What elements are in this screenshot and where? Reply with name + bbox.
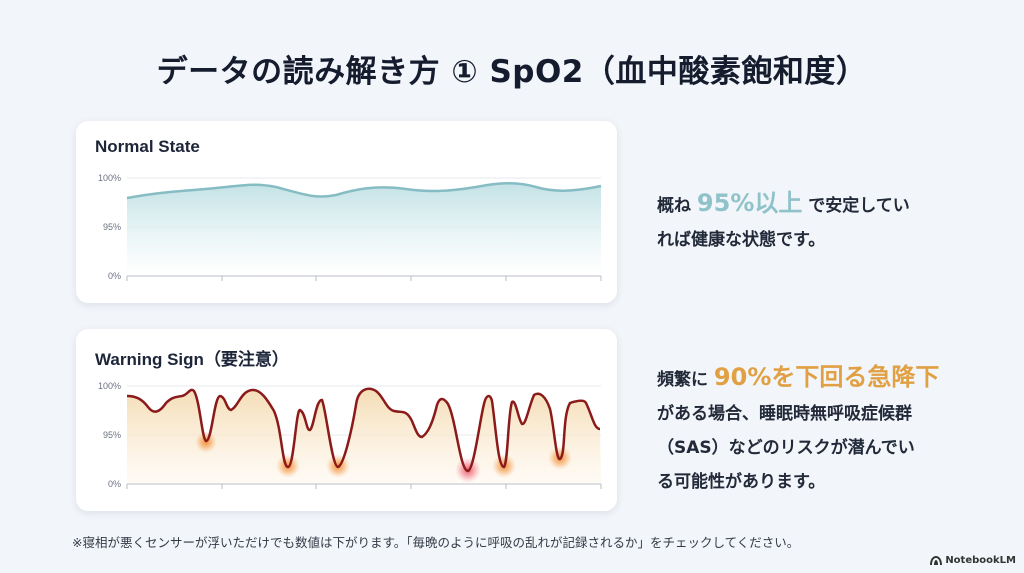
warning-sign-title: Warning Sign（要注意） <box>95 350 289 369</box>
svg-text:95%: 95% <box>103 430 121 440</box>
page-title: データの読み解き方 ① SpO2（血中酸素飽和度） <box>156 54 868 90</box>
normal-desc-text: 概ね <box>657 196 697 216</box>
warning-highlight: 90%を下回る急降下 <box>713 363 940 391</box>
normal-highlight: 95%以上 <box>696 189 803 217</box>
warning-desc-line2: がある場合、睡眠時無呼吸症候群 <box>657 404 912 424</box>
svg-text:95%: 95% <box>103 222 121 232</box>
warning-desc-text: 頻繁に <box>657 370 714 390</box>
warning-description: 頻繁に 90%を下回る急降下 がある場合、睡眠時無呼吸症候群 （SAS）などのリ… <box>657 360 939 499</box>
notebooklm-icon <box>930 556 943 565</box>
normal-desc-text-2: で安定してい <box>802 196 910 216</box>
warning-desc-line4: る可能性があります。 <box>657 472 826 492</box>
warning-sign-chart: 100% 95% 0% <box>98 381 602 489</box>
svg-text:100%: 100% <box>98 173 121 183</box>
normal-state-chart: 100% 95% 0% <box>98 173 602 281</box>
warning-desc-line3: （SAS）などのリスクが潜んでい <box>657 438 915 458</box>
logo-label: NotebookLM <box>945 555 1016 566</box>
normal-description: 概ね 95%以上 で安定してい れば健康な状態です。 <box>657 186 910 257</box>
svg-text:0%: 0% <box>108 271 121 281</box>
footnote: ※寝相が悪くセンサーが浮いただけでも数値は下がります。「毎晩のように呼吸の乱れが… <box>72 535 800 550</box>
normal-desc-line2: れば健康な状態です。 <box>657 230 826 250</box>
notebooklm-logo: NotebookLM <box>930 555 1016 566</box>
svg-text:0%: 0% <box>108 479 121 489</box>
svg-text:100%: 100% <box>98 381 121 391</box>
normal-state-card: Normal State 100% 95% 0% <box>76 121 617 303</box>
warning-sign-card: Warning Sign（要注意） 100% 9 <box>76 329 617 511</box>
normal-state-title: Normal State <box>95 137 200 156</box>
